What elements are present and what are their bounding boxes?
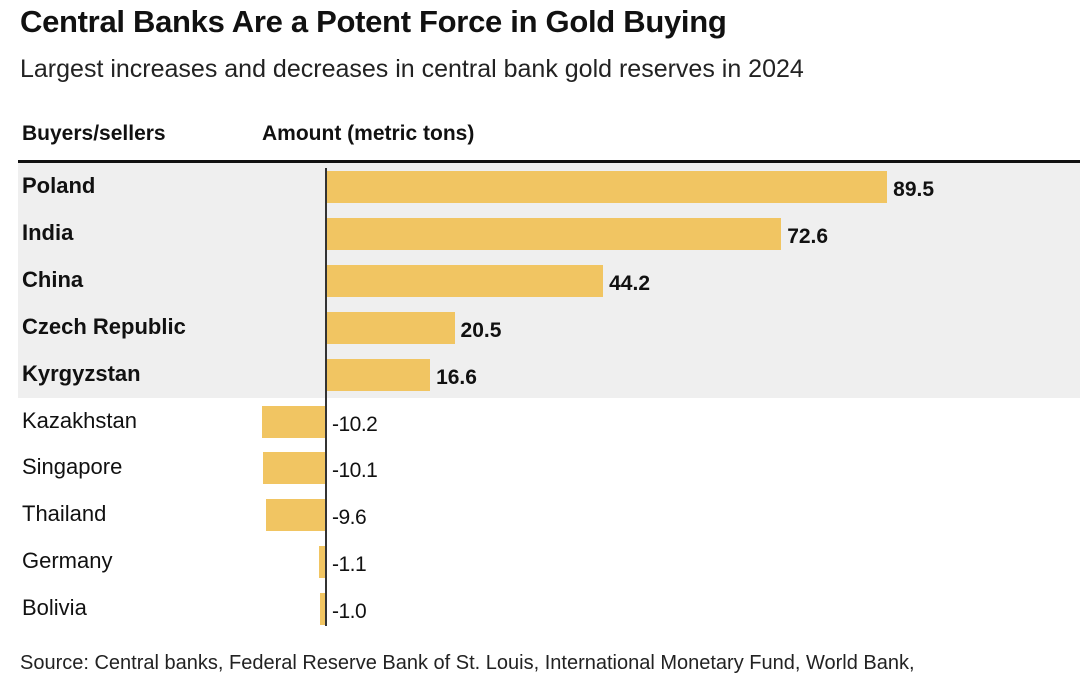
- row-label-poland: Poland: [22, 173, 96, 198]
- bar-germany: [319, 546, 326, 579]
- value-label-thailand: -9.6: [332, 506, 367, 530]
- row-label-kyrgyzstan: Kyrgyzstan: [22, 360, 141, 386]
- header-rule: [18, 160, 1080, 163]
- row-label-germany: Germany: [22, 548, 113, 574]
- row-label-bolivia: Bolivia: [22, 595, 87, 621]
- value-label-bolivia: -1.0: [332, 600, 367, 624]
- bar-poland: [326, 171, 888, 203]
- column-header-amount: Amount (metric tons): [262, 122, 475, 145]
- row-label-india: India: [22, 219, 74, 245]
- value-label-kyrgyzstan: 16.6: [436, 365, 477, 389]
- row-label-kazakhstan: Kazakhstan: [22, 407, 137, 433]
- bar-kyrgyzstan: [326, 358, 431, 391]
- row-label-thailand: Thailand: [22, 501, 107, 527]
- value-label-india: 72.6: [787, 224, 829, 248]
- value-label-germany: -1.1: [332, 553, 367, 577]
- chart-title: Central Banks Are a Potent Force in Gold…: [20, 4, 727, 39]
- bar-thailand: [265, 499, 326, 532]
- bar-india: [326, 217, 782, 250]
- zero-axis-line: [325, 168, 327, 626]
- bar-bolivia: [319, 593, 326, 626]
- row-label-singapore: Singapore: [22, 454, 123, 480]
- column-header-buyers-sellers: Buyers/sellers: [22, 122, 166, 145]
- bar-china: [326, 264, 604, 297]
- value-label-czech-republic: 20.5: [460, 318, 502, 342]
- value-label-kazakhstan: -10.2: [332, 412, 378, 436]
- row-label-china: China: [22, 266, 84, 292]
- bar-czech-republic: [326, 311, 455, 344]
- value-label-china: 44.2: [609, 271, 650, 295]
- source-note: Source: Central banks, Federal Reserve B…: [20, 652, 915, 674]
- chart-subtitle: Largest increases and decreases in centr…: [20, 55, 804, 83]
- row-label-czech-republic: Czech Republic: [22, 313, 186, 339]
- value-label-singapore: -10.1: [332, 459, 378, 483]
- bar-kazakhstan: [262, 405, 326, 438]
- value-label-poland: 89.5: [893, 178, 935, 201]
- bar-singapore: [262, 452, 326, 485]
